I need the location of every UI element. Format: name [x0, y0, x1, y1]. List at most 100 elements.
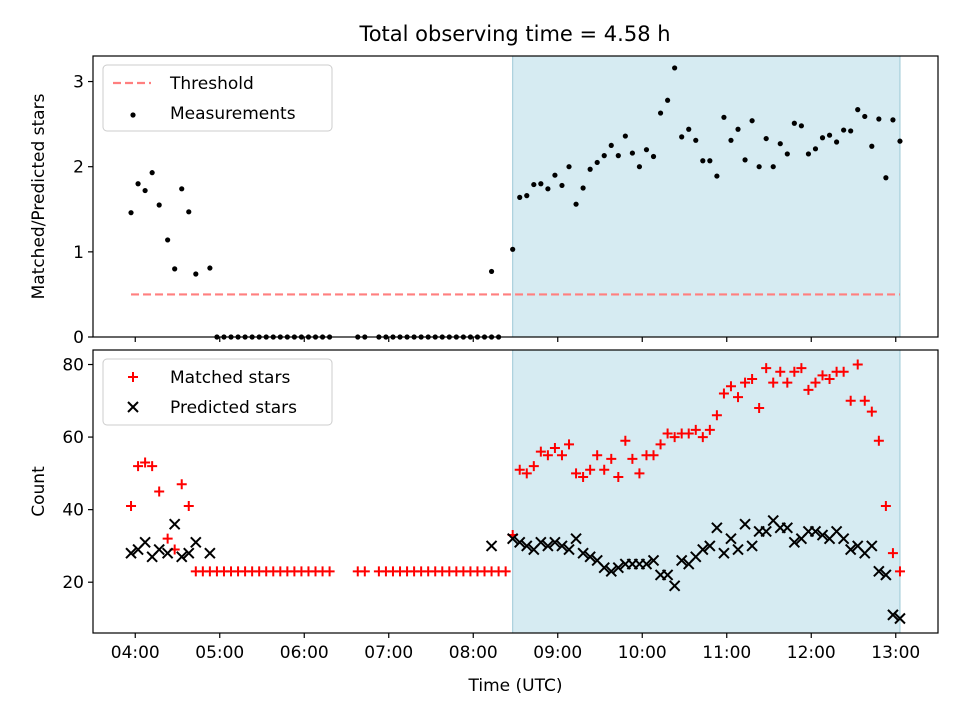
predicted-stars-point [183, 547, 195, 559]
matched-stars-point [859, 395, 870, 406]
predicted-stars-point [570, 532, 582, 545]
matched-stars-point [733, 392, 744, 403]
measurement-point [805, 151, 812, 157]
matched-stars-point [873, 435, 884, 446]
legend-box [102, 358, 333, 426]
predicted-stars-point [514, 536, 526, 549]
matched-stars-point [768, 377, 779, 388]
matched-stars-point [711, 410, 722, 421]
measurement-point [657, 110, 664, 116]
measurement-point [714, 173, 720, 179]
predicted-stars-point [894, 612, 906, 625]
predicted-stars-point [880, 569, 892, 581]
matched-stars-point [810, 377, 821, 388]
predicted-stars-point [661, 569, 674, 581]
predicted-stars-point [535, 536, 547, 549]
y-tick-label: 20 [62, 573, 84, 593]
measurement-point [531, 181, 537, 188]
matched-stars-point [669, 432, 680, 443]
matched-stars-point [571, 468, 582, 479]
measurement-point [566, 164, 572, 170]
measurement-point [777, 141, 783, 147]
x-axis-label: Time (UTC) [468, 676, 563, 696]
matched-stars-point [662, 428, 673, 439]
top-panel: 0 1 2 3 Matched/Predicted stars Threshold Me… [29, 55, 939, 348]
predicted-stars-point [739, 518, 751, 530]
matched-stars-point [564, 439, 575, 450]
measurement-point [707, 158, 713, 164]
measurement-point [798, 123, 804, 129]
predicted-stars-point [542, 540, 554, 552]
predicted-stars-point [640, 558, 653, 570]
predicted-stars-point [176, 551, 188, 563]
predicted-stars-point [873, 565, 885, 578]
x-tick-label: 13:00 [871, 643, 920, 663]
matched-stars-point [521, 468, 532, 479]
measurement-point [686, 126, 692, 132]
predicted-stars-point [605, 565, 617, 578]
measurement-point [650, 153, 657, 160]
predicted-stars-point [204, 547, 216, 559]
matched-stars-point [133, 461, 144, 472]
x-tick-label: 05:00 [195, 643, 244, 663]
measurement-point [841, 127, 847, 133]
measurement-point [756, 164, 762, 170]
x-tick-label: 09:00 [533, 643, 582, 663]
y-tick-label: 3 [73, 73, 84, 93]
measurement-point [165, 237, 171, 243]
matched-stars-point [528, 461, 539, 472]
matched-stars-point [556, 450, 567, 461]
y-tick-label: 40 [62, 501, 84, 521]
predicted-stars-point [556, 540, 568, 552]
matched-stars-point [634, 468, 645, 479]
matched-stars-point [880, 501, 891, 512]
measurement-point [728, 137, 734, 143]
x-tick-label: 08:00 [449, 643, 498, 663]
measurement-point [862, 113, 868, 120]
measurement-point [552, 172, 558, 178]
measurement-point [791, 120, 797, 126]
matched-stars-point [162, 533, 173, 544]
predicted-stars-point [837, 532, 850, 545]
measurement-point [770, 164, 776, 170]
chart-title: Total observing time = 4.58 h [358, 22, 670, 46]
predicted-stars-point [549, 536, 561, 549]
measurement-point [735, 126, 741, 132]
measurement-point [826, 132, 833, 138]
measurement-point [128, 210, 134, 216]
matched-stars-point [796, 363, 807, 374]
matched-stars-point [747, 374, 758, 385]
predicted-stars-point [887, 609, 899, 621]
matched-stars-point [592, 450, 603, 461]
bottom-panel: 20 40 60 80 04:00 05:00 06:00 07:00 08:00 09:00 1… [29, 349, 939, 696]
measurement-point [679, 134, 685, 140]
predicted-stars-point [521, 540, 533, 552]
predicted-stars-point [584, 551, 596, 563]
top-y-axis-label: Matched/Predicted stars [29, 93, 49, 299]
predicted-stars-point [711, 522, 723, 534]
predicted-stars-point [704, 540, 716, 552]
measurement-point [834, 139, 840, 145]
matched-stars-point [690, 424, 701, 435]
matched-stars-point [176, 479, 187, 490]
predicted-stars-point [563, 543, 575, 556]
predicted-stars-point [190, 536, 202, 549]
measurement-point [156, 202, 162, 208]
y-tick-label: 0 [73, 328, 84, 348]
legend-label: Matched stars [170, 368, 290, 388]
matched-stars-point [599, 464, 610, 475]
measurement-point [573, 201, 579, 207]
bottom-y-axis-label: Count [29, 466, 49, 517]
measurement-point [524, 193, 530, 199]
predicted-stars-point [788, 536, 801, 549]
matched-stars-point [613, 471, 624, 482]
matched-stars-point [535, 446, 546, 457]
measurement-point [636, 164, 643, 170]
measurement-point [784, 151, 790, 157]
predicted-stars-point [697, 543, 709, 556]
measurement-point [179, 186, 185, 192]
matched-stars-point [620, 435, 631, 446]
legend-label: Measurements [170, 104, 296, 124]
measurement-point [742, 157, 748, 163]
predicted-stars-point [809, 525, 822, 538]
